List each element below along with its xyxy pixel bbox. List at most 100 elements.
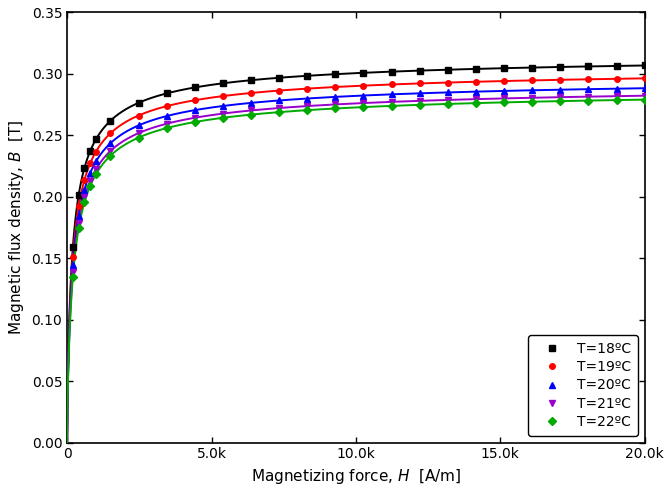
T=22ºC (416, 102, 424, 108)
T=21ºC (247, 107, 255, 113)
T=20ºC (303, 96, 311, 102)
T=21ºC (86, 178, 94, 184)
T=18ºC (134, 100, 142, 106)
T=22ºC (388, 103, 396, 109)
T=22ºC (500, 100, 508, 106)
T=18ºC (360, 70, 368, 76)
T=21ºC (331, 102, 340, 107)
T=20ºC (74, 213, 83, 219)
T=19ºC (162, 103, 170, 109)
T=20ºC (191, 107, 199, 113)
T=19ºC (219, 93, 227, 99)
T=19ºC (191, 97, 199, 103)
T=20ºC (107, 141, 115, 146)
T=19ºC (92, 148, 100, 154)
T=22ºC (613, 97, 621, 103)
T=21ºC (107, 148, 115, 154)
T=20ºC (92, 158, 100, 164)
T=20ºC (81, 186, 89, 192)
T=21ºC (92, 166, 100, 172)
T=20ºC (416, 90, 424, 96)
T=21ºC (444, 97, 452, 103)
T=21ºC (275, 105, 283, 111)
T=22ºC (584, 98, 592, 104)
T=18ºC (69, 244, 77, 250)
T=19ºC (528, 77, 536, 83)
T=19ºC (247, 90, 255, 96)
T=18ºC (86, 148, 94, 154)
T=21ºC (416, 98, 424, 104)
T=18ºC (613, 63, 621, 69)
T=19ºC (416, 80, 424, 86)
T=21ºC (162, 121, 170, 127)
T=22ºC (162, 125, 170, 131)
T=19ºC (556, 77, 564, 83)
T=19ºC (81, 177, 89, 183)
T=22ºC (360, 104, 368, 110)
T=20ºC (275, 98, 283, 104)
T=19ºC (303, 86, 311, 92)
T=19ºC (134, 112, 142, 118)
T=18ºC (303, 73, 311, 79)
Line: T=21ºC: T=21ºC (70, 93, 648, 275)
T=18ºC (191, 84, 199, 90)
T=21ºC (191, 115, 199, 121)
T=22ºC (472, 100, 480, 106)
T=22ºC (134, 135, 142, 141)
T=21ºC (69, 269, 77, 275)
T=22ºC (69, 274, 77, 280)
T=18ºC (219, 80, 227, 86)
T=22ºC (92, 171, 100, 177)
T=21ºC (81, 194, 89, 200)
T=20ºC (472, 89, 480, 95)
T=21ºC (388, 99, 396, 105)
T=19ºC (360, 83, 368, 89)
Line: T=19ºC: T=19ºC (70, 75, 648, 260)
T=22ºC (556, 98, 564, 104)
T=19ºC (275, 88, 283, 94)
T=20ºC (219, 103, 227, 109)
Line: T=18ºC: T=18ºC (70, 63, 648, 249)
T=22ºC (219, 115, 227, 121)
T=19ºC (86, 160, 94, 166)
T=22ºC (74, 225, 83, 231)
T=18ºC (92, 136, 100, 142)
Legend: T=18ºC, T=19ºC, T=20ºC, T=21ºC, T=22ºC: T=18ºC, T=19ºC, T=20ºC, T=21ºC, T=22ºC (528, 335, 637, 436)
T=18ºC (556, 64, 564, 70)
T=21ºC (584, 94, 592, 100)
T=20ºC (584, 86, 592, 92)
T=19ºC (444, 79, 452, 85)
T=22ºC (528, 99, 536, 105)
T=18ºC (584, 64, 592, 70)
T=18ºC (444, 67, 452, 72)
T=20ºC (69, 262, 77, 268)
Y-axis label: Magnetic flux density, $B$  [T]: Magnetic flux density, $B$ [T] (7, 120, 26, 335)
X-axis label: Magnetizing force, $H$  [A/m]: Magnetizing force, $H$ [A/m] (251, 467, 461, 486)
T=18ºC (500, 65, 508, 71)
T=19ºC (472, 79, 480, 85)
T=21ºC (360, 100, 368, 106)
T=20ºC (331, 94, 340, 100)
T=18ºC (247, 77, 255, 83)
T=22ºC (86, 183, 94, 189)
T=20ºC (247, 100, 255, 106)
T=22ºC (81, 199, 89, 205)
T=18ºC (162, 90, 170, 96)
T=21ºC (613, 93, 621, 99)
T=18ºC (107, 118, 115, 124)
T=20ºC (134, 122, 142, 128)
T=21ºC (528, 95, 536, 101)
T=18ºC (81, 165, 89, 171)
T=22ºC (641, 97, 649, 103)
T=21ºC (303, 103, 311, 109)
T=20ºC (388, 91, 396, 97)
T=18ºC (528, 65, 536, 70)
T=22ºC (247, 111, 255, 117)
T=20ºC (162, 113, 170, 119)
T=22ºC (191, 119, 199, 125)
T=18ºC (74, 192, 83, 198)
T=19ºC (613, 76, 621, 82)
T=19ºC (641, 75, 649, 81)
T=19ºC (331, 84, 340, 90)
T=19ºC (74, 204, 83, 210)
